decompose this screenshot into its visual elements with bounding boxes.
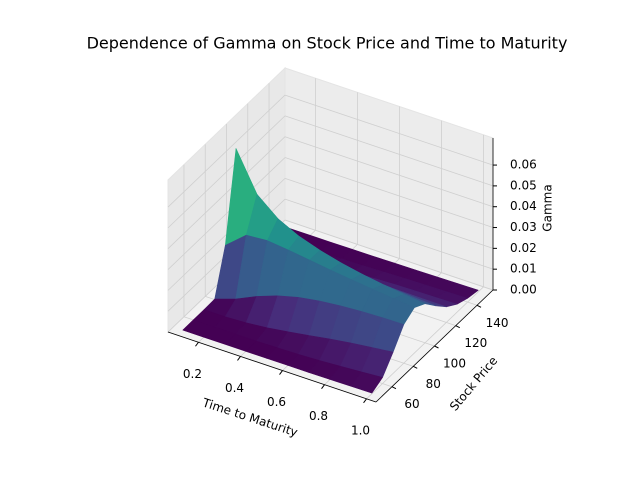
x-tick-label: 0.2 — [183, 367, 202, 381]
grid-line — [167, 157, 286, 270]
y-tick-label: 140 — [486, 316, 509, 330]
z-tick-label: 0.03 — [510, 220, 537, 234]
z-tick-label: 0.02 — [510, 241, 537, 255]
surface-patch — [350, 371, 383, 394]
y-tick — [391, 386, 397, 390]
grid-line — [284, 157, 494, 228]
grid-line — [284, 94, 494, 166]
grid-line — [167, 136, 286, 250]
y-tick — [476, 304, 482, 308]
z-tick-label: 0.00 — [510, 283, 537, 297]
grid-line — [284, 198, 494, 270]
z-tick-label: 0.05 — [510, 178, 537, 192]
y-tick-label: 120 — [464, 336, 487, 350]
y-tick — [455, 325, 460, 329]
x-tick — [279, 370, 283, 375]
z-tick-label: 0.04 — [510, 199, 537, 213]
y-tick — [413, 365, 418, 369]
x-axis-line — [167, 331, 377, 403]
x-tick — [195, 341, 199, 347]
z-axis-label: Gamma — [541, 184, 555, 231]
x-tick — [321, 384, 325, 389]
y-tick-label: 100 — [443, 357, 466, 371]
z-tick-label: 0.06 — [510, 158, 537, 172]
z-tick-label: 0.01 — [510, 262, 537, 276]
x-tick-label: 0.8 — [309, 409, 328, 423]
surface — [182, 148, 479, 394]
grid-line — [284, 177, 494, 249]
x-tick-label: 1.0 — [351, 423, 370, 437]
grid-line — [284, 136, 494, 208]
y-axis-line — [375, 289, 494, 403]
x-tick — [363, 398, 367, 404]
grid-line — [167, 94, 286, 208]
x-tick-label: 0.4 — [225, 381, 244, 395]
chart-title: Dependence of Gamma on Stock Price and T… — [87, 34, 568, 53]
y-tick — [434, 345, 439, 349]
y-tick-label: 60 — [404, 397, 419, 411]
grid-line — [284, 115, 494, 187]
x-tick — [237, 356, 241, 361]
x-tick-label: 0.6 — [267, 395, 286, 409]
grid-line — [167, 115, 286, 229]
grid-line — [284, 219, 494, 291]
y-tick-label: 80 — [426, 377, 441, 391]
